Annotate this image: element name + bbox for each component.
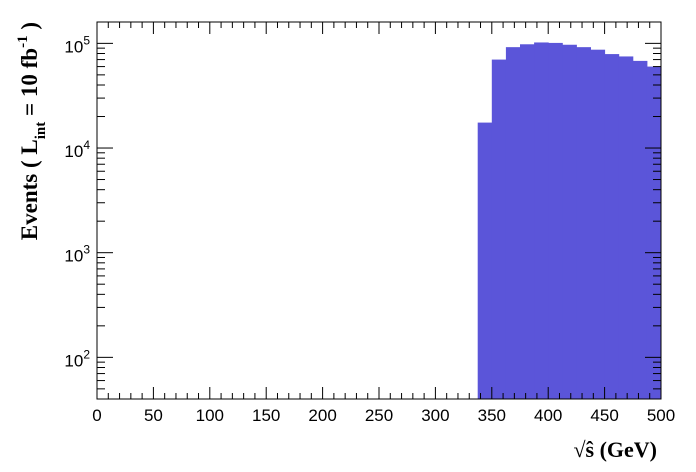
x-tick-label: 400 xyxy=(534,406,562,425)
x-tick-label: 300 xyxy=(421,406,449,425)
y-tick-label: 102 xyxy=(64,347,90,370)
x-tick-label: 50 xyxy=(144,406,163,425)
histogram-bar-9 xyxy=(604,54,620,399)
histogram-bar-10 xyxy=(618,56,634,399)
histogram-bar-1 xyxy=(491,59,507,399)
histogram-bar-8 xyxy=(590,49,606,399)
y-axis-label-pre: Events ( L xyxy=(17,139,42,240)
x-tick-labels: 0 50 100 150 200 250 300 350 400 450 500 xyxy=(92,406,675,425)
y-axis-label-mid: = 10 fb xyxy=(17,48,42,122)
histogram-bar-2 xyxy=(505,47,521,400)
histogram-bar-4 xyxy=(534,42,549,400)
histogram-bars xyxy=(477,42,662,400)
x-tick-label: 150 xyxy=(252,406,280,425)
x-tick-label: 200 xyxy=(308,406,336,425)
y-axis-label-sup: -1 xyxy=(15,35,31,48)
axis-ticks xyxy=(96,22,662,400)
y-tick-label: 104 xyxy=(64,138,90,161)
y-axis-label: Events ( Lint = 10 fb-1 ) xyxy=(15,22,49,240)
histogram-bar-6 xyxy=(562,44,577,399)
y-tick-label: 105 xyxy=(64,33,90,56)
x-tick-label: 500 xyxy=(647,406,675,425)
y-tick-label: 103 xyxy=(64,243,90,266)
y-axis-label-post: ) xyxy=(17,22,42,35)
x-tick-label: 250 xyxy=(365,406,393,425)
x-tick-label: 100 xyxy=(196,406,224,425)
x-tick-label: 350 xyxy=(478,406,506,425)
x-tick-label: 450 xyxy=(590,406,618,425)
x-axis-label-var: ŝ xyxy=(586,437,595,462)
histogram-bar-5 xyxy=(548,42,563,399)
y-tick-labels: 102 103 104 105 xyxy=(64,33,90,370)
x-axis-label-root: √ xyxy=(573,437,586,462)
histogram-bar-0 xyxy=(477,122,493,399)
x-axis-label: √ŝ (GeV) xyxy=(573,437,657,462)
x-tick-label: 0 xyxy=(92,406,101,425)
histogram-bar-11 xyxy=(632,60,648,399)
y-axis-label-sub: int xyxy=(33,122,49,140)
histogram-bar-3 xyxy=(520,44,535,399)
histogram-bar-12 xyxy=(646,66,662,399)
histogram-bar-7 xyxy=(576,47,591,400)
x-axis-label-unit: (GeV) xyxy=(594,437,657,462)
